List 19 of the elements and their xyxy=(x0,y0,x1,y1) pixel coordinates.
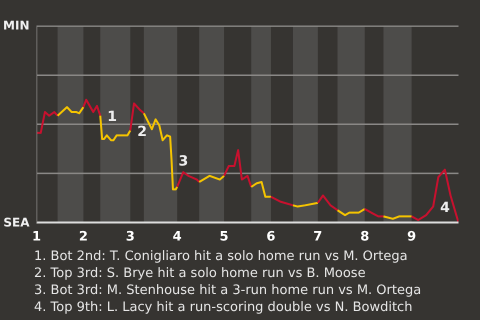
annotation: 2 xyxy=(137,124,148,140)
x-tick-label: 4 xyxy=(172,230,182,244)
x-tick-label: 7 xyxy=(313,230,322,244)
text: SEA xyxy=(3,216,30,230)
text: 3. Bot 3rd: M. Stenhouse hit a 3-run home run vs M. Ortega xyxy=(33,282,422,299)
annotation: 1 xyxy=(107,109,118,126)
x-tick-label: 6 xyxy=(266,230,276,244)
annotation: 3 xyxy=(178,153,188,170)
text: 4. Top 9th: L. Lacy hit a run-scoring double vs N. Bowditch xyxy=(33,299,414,316)
x-tick-label: 2 xyxy=(78,230,88,244)
text: 2. Top 3rd: S. Brye hit a solo home run vs B. Moose xyxy=(33,265,367,282)
x-tick-label: 3 xyxy=(126,230,135,244)
text: MIN xyxy=(3,18,30,32)
x-tick-label: 9 xyxy=(407,230,416,244)
text: 1. Bot 2nd: T. Conigliaro hit a solo home run vs M. Ortega xyxy=(33,248,409,265)
x-tick-label: 5 xyxy=(220,230,229,244)
x-tick-label: 8 xyxy=(360,230,370,244)
x-tick-label: 1 xyxy=(32,230,42,244)
annotation: 4 xyxy=(440,200,450,216)
